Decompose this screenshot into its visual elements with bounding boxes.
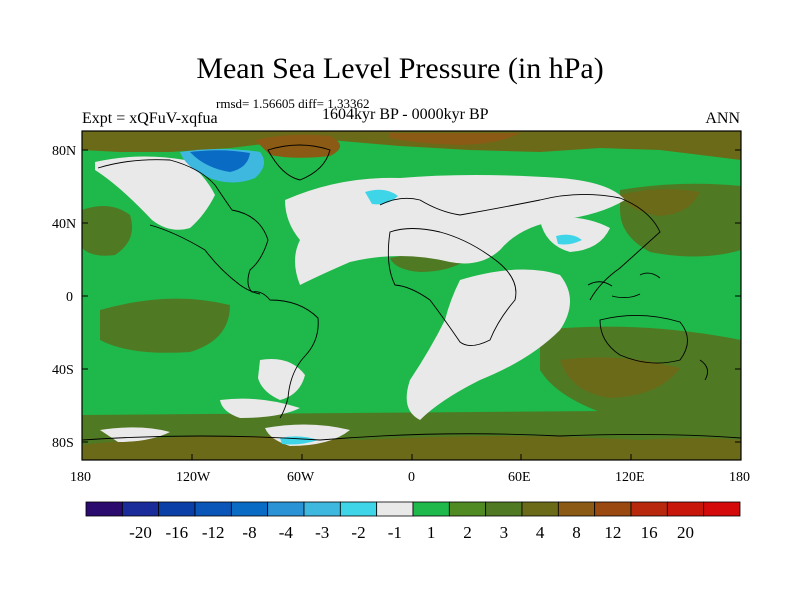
lon-label-180w: 180 xyxy=(70,470,91,485)
lat-label-80s: 80S xyxy=(52,436,74,451)
colorbar-box xyxy=(630,501,668,517)
colorbar-label: -4 xyxy=(279,523,294,542)
lon-label-120e: 120E xyxy=(615,470,645,485)
colorbar-label: 20 xyxy=(677,523,694,542)
colorbar-box xyxy=(121,501,160,517)
colorbar-label: 3 xyxy=(500,523,509,542)
lon-label-60e: 60E xyxy=(508,470,531,485)
central-asia-grey xyxy=(540,217,610,252)
colorbar-label: 2 xyxy=(463,523,472,542)
experiment-label: Expt = xQFuV-xqfua xyxy=(82,110,218,127)
plot-title: Mean Sea Level Pressure (in hPa) xyxy=(196,52,604,85)
lat-label-0: 0 xyxy=(66,290,73,305)
antarctic-dark-olive xyxy=(82,436,741,460)
colorbar-label: -20 xyxy=(129,523,152,542)
colorbar-box xyxy=(557,501,596,517)
colorbar-box xyxy=(267,501,305,517)
arctic-brown-patch xyxy=(390,133,520,145)
colorbar-box xyxy=(339,501,378,517)
africa-coast xyxy=(387,228,517,346)
colorbar-label: -2 xyxy=(351,523,365,542)
colorbar-label: -8 xyxy=(242,523,256,542)
north-atlantic-europe-grey xyxy=(285,175,625,285)
colorbar xyxy=(85,501,741,517)
tibet-cyan xyxy=(556,234,582,245)
americas-coast xyxy=(97,159,319,419)
australia-coast xyxy=(599,315,688,364)
colorbar-box xyxy=(194,501,232,517)
colorbar-box xyxy=(594,501,632,517)
hudson-blue xyxy=(190,150,250,172)
colorbar-label: 16 xyxy=(641,523,658,542)
period-label: 1604kyr BP - 0000kyr BP xyxy=(322,106,489,123)
maritime-continent-coast xyxy=(587,272,661,299)
colorbar-box xyxy=(666,501,705,517)
colorbar-label: 8 xyxy=(572,523,581,542)
north-arctic-olive-band xyxy=(82,131,741,160)
lon-label-60w: 60W xyxy=(287,470,315,485)
lon-label-0: 0 xyxy=(408,470,415,485)
season-label: ANN xyxy=(705,110,740,127)
colorbar-labels: -20 -16 -12 -8 -4 -3 -2 -1 1 2 3 4 8 12 16 20 xyxy=(129,523,694,542)
colorbar-label: -1 xyxy=(388,523,402,542)
colorbar-box xyxy=(485,501,523,517)
colorbar-label: 12 xyxy=(604,523,621,542)
south-atlantic-indian-grey xyxy=(406,269,570,420)
colorbar-box xyxy=(158,501,196,517)
lon-label-180e: 180 xyxy=(729,470,750,485)
south-indian-dark-olive xyxy=(560,357,680,398)
new-zealand-coast xyxy=(699,359,709,381)
colorbar-label: -12 xyxy=(202,523,225,542)
drake-grey xyxy=(220,398,300,418)
colorbar-box xyxy=(376,501,414,517)
rmsd-diff-stats: rmsd= 1.56605 diff= 1.33362 xyxy=(216,96,370,111)
antarctica-coast xyxy=(82,433,741,441)
colorbar-label: 4 xyxy=(536,523,545,542)
lat-ticks xyxy=(82,149,741,443)
colorbar-label: -3 xyxy=(315,523,329,542)
south-pacific-olive xyxy=(100,298,230,353)
colorbar-label: 1 xyxy=(427,523,436,542)
colorbar-box xyxy=(303,501,341,517)
colorbar-box xyxy=(521,501,559,517)
north-america-grey xyxy=(95,156,215,230)
north-pacific-olive xyxy=(82,206,133,256)
lon-label-120w: 120W xyxy=(176,470,211,485)
map-plot-area xyxy=(82,131,741,460)
eurasia-coast xyxy=(379,194,661,301)
south-america-grey xyxy=(258,359,305,400)
asia-dark-olive xyxy=(620,189,700,216)
colorbar-box xyxy=(85,501,123,517)
colorbar-box xyxy=(412,501,450,517)
colorbar-box xyxy=(448,501,487,517)
coastlines xyxy=(82,144,741,441)
lat-label-80n: 80N xyxy=(52,144,76,159)
greenland-brown-patch xyxy=(255,134,340,158)
colorbar-label: -16 xyxy=(165,523,188,542)
lat-label-40n: 40N xyxy=(52,217,76,232)
central-america-coast xyxy=(149,224,261,295)
colorbar-box xyxy=(230,501,269,517)
greenland-coast xyxy=(267,144,331,181)
lat-label-40s: 40S xyxy=(52,363,74,378)
colorbar-box xyxy=(703,501,741,517)
lon-ticks xyxy=(81,454,742,460)
